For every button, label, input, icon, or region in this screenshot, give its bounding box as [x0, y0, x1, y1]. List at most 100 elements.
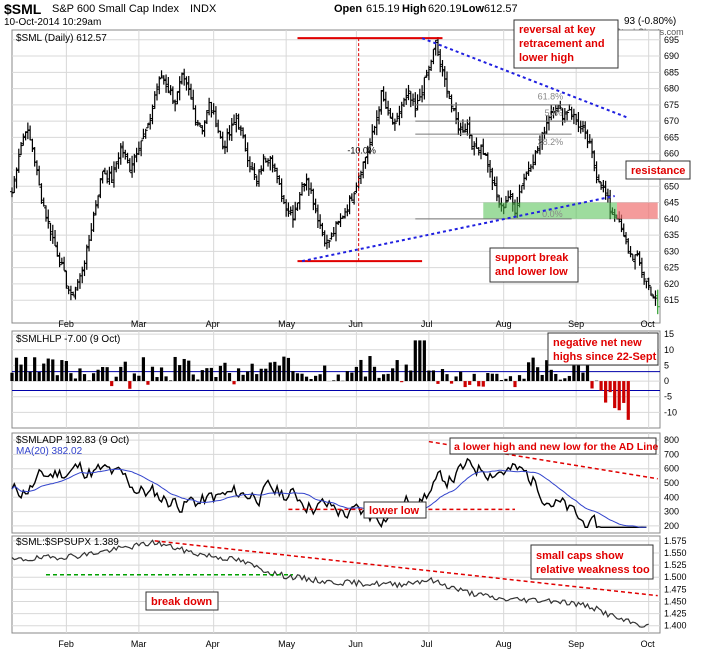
x-tick-label: Jun — [348, 639, 363, 649]
hilo-bar — [617, 381, 621, 411]
y-tick-label: 620 — [664, 279, 679, 289]
annotation-negative-highs: negative net new highs since 22-Sept — [547, 332, 659, 366]
decline-pct-label: -10.0% — [347, 146, 376, 156]
hilo-bar — [517, 375, 522, 382]
x-tick-label: May — [278, 639, 296, 649]
y-tick-label: -5 — [664, 392, 672, 402]
hilo-bar — [427, 370, 431, 382]
annotation-relative-weakness-text: relative weakness too — [536, 564, 650, 576]
relative-strength-line — [11, 539, 649, 628]
price-bar — [352, 192, 357, 205]
y-tick-label: 670 — [664, 116, 679, 126]
resistance-zone — [616, 202, 658, 219]
price-bar — [57, 252, 62, 268]
hilo-bar — [540, 374, 544, 382]
annotation-resistance-text: resistance — [631, 165, 685, 177]
low-value: 612.57 — [484, 3, 518, 15]
ad-ma-line — [11, 468, 647, 528]
x-tick-label: Oct — [641, 319, 656, 329]
annotation-reversal-box — [513, 19, 619, 69]
price-bar — [261, 154, 266, 172]
y-tick-label: 1.550 — [664, 548, 687, 558]
hilo-bar — [51, 359, 55, 382]
hilo-bar — [114, 376, 118, 382]
hilo-bar — [567, 375, 571, 382]
hilo-bar — [622, 381, 626, 403]
hilo-bar — [300, 373, 304, 382]
price-bar — [143, 128, 148, 139]
y-tick-label: 500 — [664, 478, 679, 488]
hilo-bar — [381, 374, 386, 382]
y-tick-label: 650 — [664, 181, 679, 191]
y-tick-label: 400 — [664, 492, 679, 502]
annotation-relative-weakness-box — [530, 544, 654, 580]
y-tick-label: 615 — [664, 295, 679, 305]
support-zone — [483, 202, 617, 219]
hilo-bar — [440, 369, 445, 382]
price-bar — [406, 84, 411, 101]
y-tick-label: 800 — [664, 435, 679, 445]
hilo-bar — [178, 365, 182, 382]
hilo-bar — [499, 380, 503, 382]
hilo-bar — [558, 379, 562, 382]
x-tick-label: Mar — [131, 639, 147, 649]
open-value: 615.19 — [366, 3, 400, 15]
change-value: 93 (-0.80%) — [624, 16, 677, 27]
hilo-bar — [91, 373, 96, 382]
hilo-bar — [146, 381, 150, 385]
y-tick-label: 1.475 — [664, 584, 687, 594]
hilo-bar — [105, 367, 109, 382]
hilo-bar — [436, 381, 440, 384]
hilo-bar — [46, 358, 50, 382]
hilo-bar — [223, 362, 227, 382]
y-tick-label: 640 — [664, 214, 679, 224]
price-bar — [327, 239, 332, 248]
annotation-reversal-text: lower high — [519, 52, 574, 64]
hilo-bar — [508, 376, 513, 382]
y-tick-label: 700 — [664, 449, 679, 459]
price-bar — [252, 163, 257, 181]
ad-ma-legend: MA(20) 382.02 — [16, 446, 83, 457]
hilo-bar — [459, 371, 463, 382]
y-tick-label: 200 — [664, 521, 679, 531]
hilo-bar — [304, 376, 309, 382]
hilo-bar — [191, 374, 195, 382]
hilo-bar — [87, 380, 91, 382]
hilo-bar — [549, 369, 553, 382]
date-label: 10-Oct-2014 10:29am — [4, 17, 102, 28]
hilo-bar — [196, 379, 200, 382]
y-tick-label: 15 — [664, 329, 674, 339]
hilo-bar — [404, 364, 408, 382]
price-bar — [62, 256, 67, 271]
x-tick-label: Mar — [131, 319, 147, 329]
y-tick-label: 1.400 — [664, 621, 687, 631]
hilo-bar — [554, 373, 558, 382]
hilo-bar — [227, 373, 232, 382]
hilo-bar — [200, 370, 204, 382]
y-tick-label: 600 — [664, 464, 679, 474]
y-tick-label: 695 — [664, 35, 679, 45]
hilo-bar — [490, 373, 494, 382]
hilo-bar — [10, 372, 14, 382]
y-tick-label: 1.575 — [664, 536, 687, 546]
hilo-bar — [522, 378, 526, 382]
price-bar — [628, 246, 633, 258]
hilo-bar — [445, 374, 449, 382]
hilo-bar — [164, 376, 168, 382]
x-tick-label: Feb — [58, 639, 74, 649]
price-bar — [229, 117, 234, 142]
hilo-bar — [495, 373, 499, 382]
hilo-bar — [350, 372, 354, 382]
hilo-legend: $SMLHLP -7.00 (9 Oct) — [16, 334, 120, 345]
price-bar — [46, 209, 51, 229]
annotation-reversal-text: retracement and — [519, 38, 605, 50]
hilo-bar — [585, 360, 590, 382]
hilo-bar — [477, 381, 481, 387]
rising-trendline — [301, 195, 615, 263]
annotation-resistance: resistance — [625, 160, 691, 180]
hilo-bar — [110, 381, 114, 387]
price-bar — [648, 286, 653, 296]
hilo-bar — [96, 369, 100, 382]
y-tick-label: 300 — [664, 507, 679, 517]
